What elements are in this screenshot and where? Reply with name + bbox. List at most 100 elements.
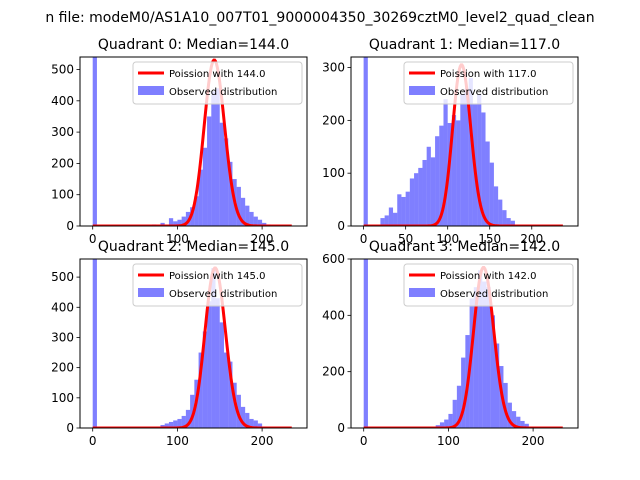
legend-label-observed: Observed distribution	[440, 289, 548, 300]
y-tick-label: 300	[51, 330, 74, 344]
y-tick-label: 100	[322, 166, 345, 180]
y-tick-label: 500	[51, 270, 74, 284]
histogram-bar	[409, 178, 415, 226]
y-tick-label: 100	[51, 391, 74, 405]
y-tick-label: 0	[337, 219, 345, 233]
plot-area	[363, 57, 563, 226]
y-tick-label: 500	[51, 63, 74, 77]
legend-swatch-observed	[409, 288, 435, 297]
histogram-bar	[177, 219, 182, 226]
y-tick-label: 300	[322, 61, 345, 75]
subplot-grid: 0 100 200 0 100 200 300 400 500 Poission with 144…	[51, 37, 579, 448]
legend-label-poisson: Poission with 142.0	[440, 271, 536, 282]
histogram-bar	[194, 196, 199, 226]
histogram-bar	[422, 159, 427, 226]
histogram-bar	[160, 222, 165, 226]
legend-label-observed: Observed distribution	[440, 87, 548, 98]
histogram-bar	[211, 91, 216, 226]
x-tick-label: 200	[520, 232, 543, 246]
x-tick-label: 100	[437, 434, 460, 448]
histogram-bar	[510, 220, 515, 226]
y-tick-label: 200	[51, 361, 74, 375]
histogram-bar	[240, 197, 246, 226]
histogram-bar	[456, 385, 462, 428]
histogram-bar	[245, 205, 250, 226]
histogram-bar	[435, 136, 440, 226]
histogram-bar	[405, 191, 410, 226]
y-tick-label: 200	[322, 365, 345, 379]
legend-swatch-observed	[138, 86, 164, 95]
histogram-bar	[393, 212, 398, 226]
histogram-bar	[520, 420, 525, 428]
y-tick-label: 100	[51, 188, 74, 202]
histogram-bar	[207, 301, 212, 428]
x-tick-label: 200	[522, 434, 545, 448]
histogram-bar	[464, 88, 469, 226]
histogram-bar	[257, 219, 263, 226]
histogram-bar	[202, 147, 208, 226]
histogram-bar	[253, 420, 258, 428]
histogram-bar	[418, 167, 423, 226]
histogram-bar	[502, 210, 507, 226]
histogram-bar	[451, 115, 457, 226]
x-tick-label: 0	[89, 434, 97, 448]
y-tick-label: 400	[322, 308, 345, 322]
y-tick-label: 400	[51, 300, 74, 314]
y-tick-label: 300	[51, 125, 74, 139]
legend-box	[403, 263, 574, 307]
subplot-title: Quadrant 2: Median=145.0	[98, 239, 289, 255]
axes-frame	[350, 56, 579, 227]
histogram-bar	[448, 413, 453, 428]
histogram-bar	[177, 418, 182, 428]
histogram-bar	[489, 162, 494, 226]
histogram-bar	[439, 125, 444, 226]
x-tick-label: 100	[436, 232, 459, 246]
histogram-bar	[506, 218, 511, 226]
histogram-bar	[228, 361, 233, 428]
histogram-bar	[181, 216, 186, 226]
histogram-bar	[223, 138, 229, 226]
histogram-bar	[493, 186, 499, 226]
histogram-bar	[388, 207, 394, 226]
histogram-bar	[498, 199, 503, 226]
y-tick-label: 0	[66, 219, 74, 233]
x-tick-label: 100	[166, 232, 189, 246]
axes-frame	[79, 258, 308, 429]
histogram-bar	[380, 218, 385, 226]
figure-suptitle: n file: modeM0/AS1A10_007T01_9000004350_…	[45, 10, 594, 26]
histogram-bar	[181, 415, 186, 428]
x-tick-label: 100	[166, 434, 189, 448]
histogram-bar	[452, 399, 457, 428]
legend-label-observed: Observed distribution	[169, 87, 277, 98]
histogram-bar	[507, 402, 512, 428]
x-tick-label: 0	[89, 232, 97, 246]
histogram-bar	[223, 352, 229, 428]
subplot-title: Quadrant 3: Median=142.0	[369, 239, 560, 255]
legend-label-poisson: Poission with 144.0	[169, 69, 265, 80]
histogram-bar	[473, 287, 479, 428]
y-tick-label: 200	[322, 113, 345, 127]
histogram-bar	[168, 421, 174, 428]
legend-box	[403, 61, 574, 105]
histogram-bar	[516, 416, 521, 428]
histogram-bar	[173, 420, 178, 428]
histogram-bar	[363, 259, 368, 428]
subplot-quadrant-1: 0 50 100 150 200 0 100 200 300 Poission with 117.…	[322, 37, 579, 246]
legend-swatch-observed	[138, 288, 164, 297]
y-tick-label: 0	[337, 421, 345, 435]
y-tick-label: 0	[66, 421, 74, 435]
histogram-bar	[443, 99, 448, 226]
subplot-title: Quadrant 0: Median=144.0	[98, 37, 289, 53]
legend-label-observed: Observed distribution	[169, 289, 277, 300]
histogram-bar	[494, 343, 500, 428]
histogram-bar	[245, 412, 250, 428]
histogram-bar	[461, 357, 466, 428]
histogram-bar	[219, 122, 224, 226]
histogram-bar	[444, 419, 449, 428]
x-tick-label: 0	[360, 232, 368, 246]
histogram-bar	[240, 406, 246, 428]
y-tick-label: 200	[51, 156, 74, 170]
histogram-bar	[173, 221, 178, 226]
histogram-bar	[460, 93, 465, 226]
